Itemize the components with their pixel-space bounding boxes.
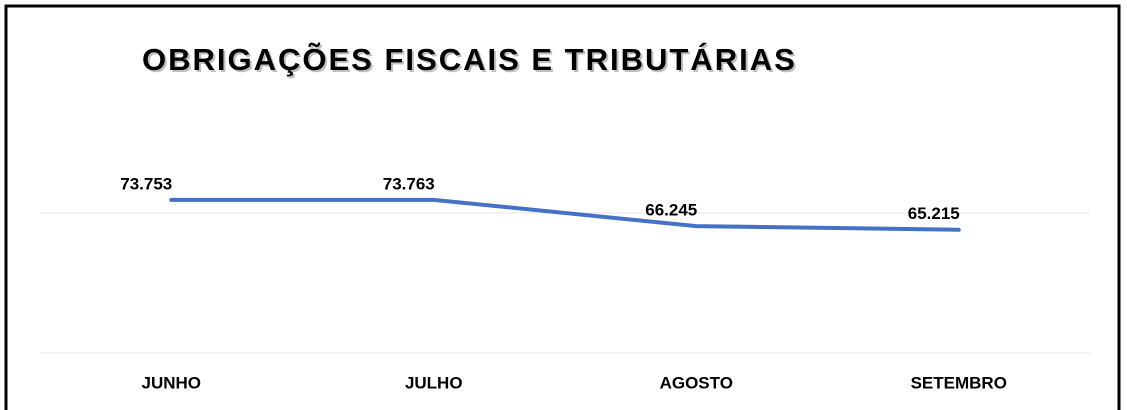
data-label: 66.245 xyxy=(645,201,697,220)
data-label: 73.763 xyxy=(383,174,435,193)
line-series xyxy=(169,197,961,232)
x-tick-label: AGOSTO xyxy=(660,373,733,392)
chart-frame xyxy=(4,4,1121,410)
x-tick-label: JUNHO xyxy=(141,373,201,392)
x-tick-label: JULHO xyxy=(405,373,463,392)
x-tick-label: SETEMBRO xyxy=(911,373,1007,392)
data-label: 65.215 xyxy=(908,204,960,223)
chart-title: OBRIGAÇÕES FISCAIS E TRIBUTÁRIAS xyxy=(142,41,797,77)
data-label: 73.753 xyxy=(120,174,172,193)
chart-title-shadow: OBRIGAÇÕES FISCAIS E TRIBUTÁRIAS xyxy=(144,43,799,79)
